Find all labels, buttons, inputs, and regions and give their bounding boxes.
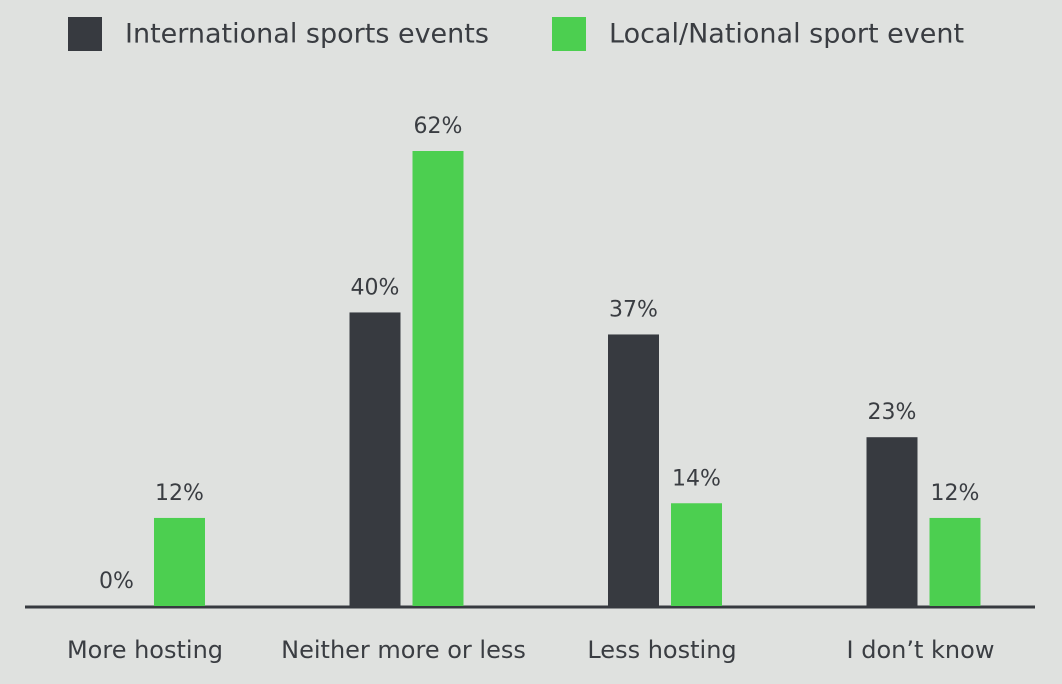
value-label: 23% xyxy=(868,400,917,425)
x-tick-label: I don’t know xyxy=(847,636,995,664)
value-label: 12% xyxy=(931,481,980,506)
x-tick-label: More hosting xyxy=(67,636,223,664)
bar xyxy=(929,517,981,606)
legend-swatch xyxy=(552,17,586,51)
x-tick-label: Neither more or less xyxy=(281,636,526,664)
legend-label: Local/National sport event xyxy=(609,19,964,50)
x-tick-label: Less hosting xyxy=(587,636,736,664)
bar xyxy=(671,503,722,606)
bar xyxy=(154,517,205,606)
bar xyxy=(349,312,401,606)
bar xyxy=(608,334,659,606)
bar xyxy=(866,437,918,606)
value-label: 0% xyxy=(99,569,134,594)
legend-swatch xyxy=(68,17,102,51)
value-label: 12% xyxy=(155,481,204,506)
value-label: 62% xyxy=(414,114,463,139)
value-label: 40% xyxy=(351,275,400,300)
legend-label: International sports events xyxy=(125,19,489,50)
value-label: 37% xyxy=(609,297,658,322)
value-label: 14% xyxy=(672,466,721,491)
bar xyxy=(412,151,464,606)
